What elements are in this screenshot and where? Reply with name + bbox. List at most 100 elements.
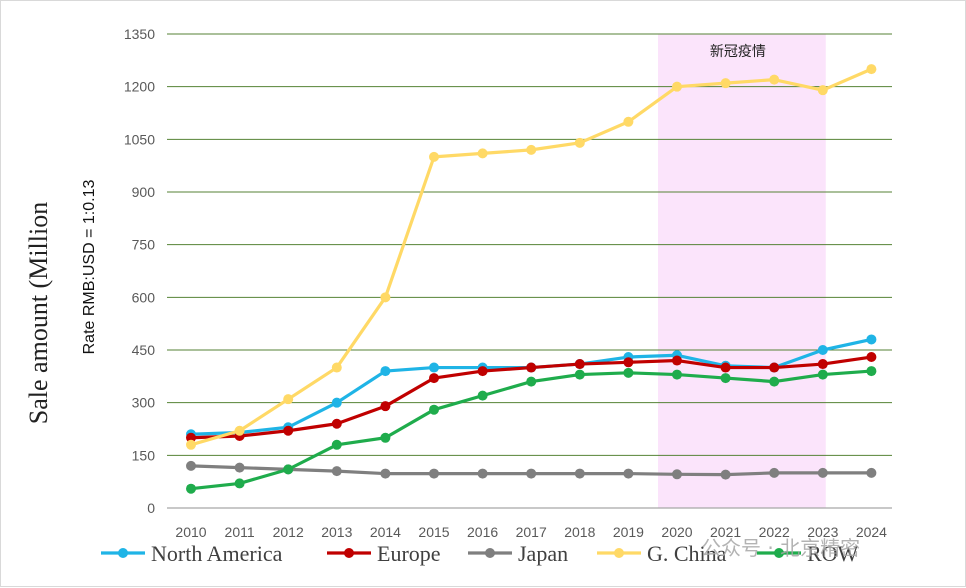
legend-swatch-marker (774, 548, 784, 558)
data-point (429, 468, 439, 479)
data-point (186, 483, 196, 494)
legend-swatch-marker (344, 548, 354, 558)
covid-annotation: 新冠疫情 (710, 44, 766, 60)
data-point (429, 151, 439, 162)
data-point (380, 292, 391, 303)
y-tick-label: 300 (132, 395, 156, 411)
data-point (526, 362, 537, 373)
data-point (574, 359, 585, 370)
data-point (331, 362, 342, 373)
data-point (769, 467, 780, 478)
data-point (574, 369, 585, 380)
data-point (817, 345, 828, 355)
data-point (429, 404, 439, 415)
data-point (526, 376, 537, 387)
legend: North America Europe Japan G. China ROW (101, 541, 859, 566)
y-tick-label: 750 (132, 237, 156, 253)
data-point (380, 401, 391, 412)
data-point (380, 432, 391, 443)
data-point (720, 469, 731, 480)
y-tick-label: 1350 (124, 26, 155, 42)
data-point (186, 432, 196, 443)
x-tick-label: 2020 (661, 524, 692, 540)
data-point (866, 64, 877, 75)
x-tick-label: 2014 (370, 524, 401, 540)
y-tick-label: 1050 (124, 131, 155, 147)
x-tick-label: 2016 (467, 524, 498, 540)
data-point (623, 468, 634, 479)
data-point (331, 397, 342, 408)
legend-item: Japan (468, 541, 568, 566)
data-point (769, 74, 780, 85)
legend-label: Europe (377, 541, 441, 566)
y-tick-label: 900 (132, 184, 156, 200)
data-point (720, 362, 731, 373)
data-point (817, 369, 828, 380)
data-point (526, 144, 537, 155)
data-point (331, 466, 342, 477)
data-point (623, 116, 634, 127)
data-point (234, 425, 245, 436)
data-point (672, 469, 682, 480)
data-point (186, 439, 196, 450)
legend-item: Europe (327, 541, 441, 566)
data-point (234, 478, 245, 489)
data-point (186, 460, 196, 471)
data-point (574, 468, 585, 479)
series-europe (186, 352, 877, 443)
x-tick-label: 2024 (856, 524, 887, 540)
x-tick-label: 2013 (321, 524, 352, 540)
x-axis-ticks: 2010 2011 2012 2013 2014 2015 2016 2017 2018 2019… (175, 524, 887, 540)
data-point (866, 366, 877, 377)
x-tick-label: 2012 (273, 524, 304, 540)
data-point (331, 418, 342, 429)
data-point (866, 352, 877, 363)
data-point (817, 85, 828, 96)
data-point (817, 359, 828, 370)
x-tick-label: 2015 (418, 524, 449, 540)
data-point (380, 468, 391, 479)
y-axis-label: Sale amount (Million (24, 202, 53, 424)
data-point (477, 148, 488, 159)
legend-item: G. China (597, 541, 727, 566)
data-point (672, 369, 682, 380)
exchange-rate-note: Rate RMB:USD = 1:0.13 (81, 180, 98, 355)
x-tick-label: 2022 (759, 524, 790, 540)
legend-item: North America (101, 541, 283, 566)
legend-label: G. China (647, 541, 727, 566)
y-axis-ticks: 0 150 300 450 600 750 900 1050 1200 1350 (124, 26, 155, 516)
x-tick-label: 2011 (225, 524, 255, 540)
x-tick-label: 2010 (175, 524, 206, 540)
covid-highlight-band (658, 34, 826, 508)
data-point (283, 394, 294, 405)
y-tick-label: 0 (147, 500, 155, 516)
data-point (574, 137, 585, 148)
data-point (720, 78, 731, 89)
data-point (283, 425, 294, 436)
legend-label: North America (151, 541, 283, 566)
data-point (477, 366, 488, 377)
legend-swatch-marker (614, 548, 624, 558)
data-point (623, 367, 634, 378)
data-point (866, 467, 877, 478)
data-point (526, 468, 537, 479)
legend-swatch-marker (485, 548, 495, 558)
data-point (672, 355, 682, 366)
data-point (817, 467, 828, 478)
data-point (429, 373, 439, 384)
y-tick-label: 450 (132, 342, 156, 358)
data-point (623, 357, 634, 368)
legend-item: ROW (757, 541, 859, 566)
data-point (866, 334, 877, 345)
y-tick-label: 150 (132, 447, 156, 463)
x-tick-label: 2018 (564, 524, 595, 540)
data-point (672, 81, 682, 92)
legend-swatch-marker (118, 548, 128, 558)
series-lines (186, 64, 877, 494)
data-point (477, 390, 488, 401)
x-tick-label: 2021 (710, 524, 741, 540)
data-point (429, 362, 439, 373)
data-point (769, 362, 780, 373)
